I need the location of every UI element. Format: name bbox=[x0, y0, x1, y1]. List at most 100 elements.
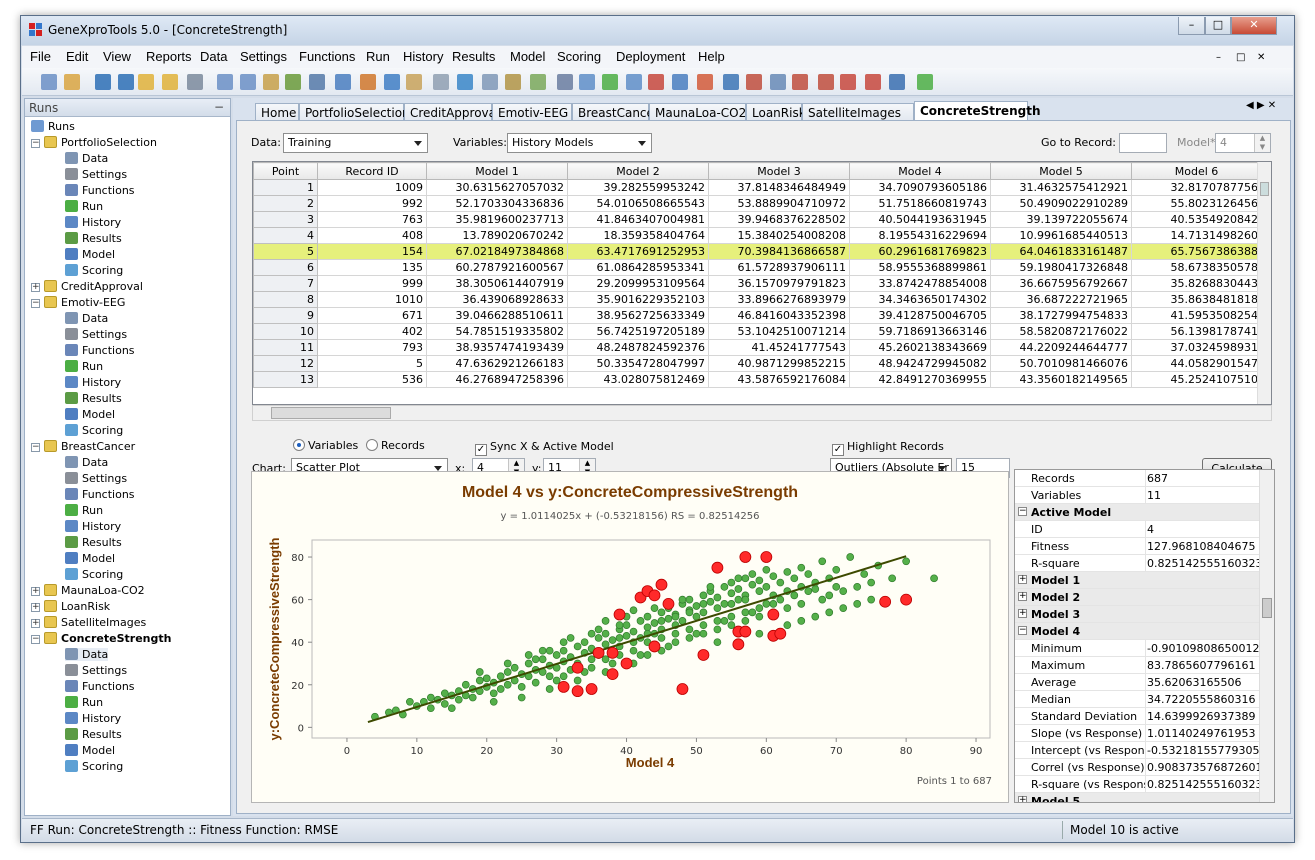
toolbar-button-icon[interactable] bbox=[384, 74, 400, 90]
tree-run-portfolioselection[interactable]: PortfolioSelection bbox=[44, 136, 157, 149]
table-row[interactable]: 4 408 13.789020670242 18.359358404764 15.384… bbox=[253, 227, 1262, 244]
expand-toggle-icon[interactable]: − bbox=[31, 298, 40, 308]
tree-run-maunaloa-co2[interactable]: MaunaLoa-CO2 bbox=[44, 584, 145, 597]
table-row[interactable]: 9 671 39.0466288510611 38.9562725633349 46.8… bbox=[253, 307, 1262, 324]
tree-item-data[interactable]: Data bbox=[65, 456, 108, 469]
toolbar-button-icon[interactable] bbox=[818, 74, 834, 90]
model-stepper[interactable]: 4 ▲ ▼ bbox=[1215, 133, 1271, 153]
table-row[interactable]: 10 402 54.7851519335802 56.7425197205189 53.… bbox=[253, 323, 1262, 340]
tab-nav-icon[interactable]: ◀ ▶ ✕ bbox=[1246, 100, 1277, 111]
property-row[interactable]: Correl (vs Response) 0.908373576872601 bbox=[1015, 759, 1260, 776]
table-row[interactable]: 7 999 38.3050614407919 29.2099953109564 36.1… bbox=[253, 275, 1262, 292]
stepper-arrows-icon[interactable]: ▲▼ bbox=[1254, 134, 1270, 152]
table-row[interactable]: 1 1009 30.6315627057032 39.282559953242 37.8… bbox=[253, 179, 1262, 196]
toolbar-button-icon[interactable] bbox=[41, 74, 57, 90]
tree-item-functions[interactable]: Functions bbox=[65, 680, 135, 693]
tree-item-settings[interactable]: Settings bbox=[65, 664, 127, 677]
menu-run[interactable]: Run bbox=[366, 49, 390, 64]
tree-item-history[interactable]: History bbox=[65, 376, 121, 389]
toolbar-button-icon[interactable] bbox=[285, 74, 301, 90]
menu-results[interactable]: Results bbox=[452, 49, 496, 64]
menu-view[interactable]: View bbox=[103, 49, 131, 64]
tree-item-run[interactable]: Run bbox=[65, 504, 103, 517]
tree-item-settings[interactable]: Settings bbox=[65, 328, 127, 341]
tab-loanrisk[interactable]: LoanRisk bbox=[746, 103, 806, 121]
minimize-button[interactable]: – bbox=[1178, 17, 1205, 35]
property-row[interactable]: Intercept (vs Response)-0.53218155779305… bbox=[1015, 742, 1260, 759]
column-header[interactable]: Model 4 bbox=[849, 162, 991, 180]
property-row[interactable]: Standard Deviation 14.6399926937389 bbox=[1015, 708, 1260, 725]
column-header[interactable]: Model 5 bbox=[990, 162, 1132, 180]
column-header[interactable]: Model 3 bbox=[708, 162, 850, 180]
toolbar-button-icon[interactable] bbox=[746, 74, 762, 90]
properties-scrollbar[interactable] bbox=[1259, 470, 1274, 802]
tree-item-history[interactable]: History bbox=[65, 520, 121, 533]
property-row[interactable]: Records 687 bbox=[1015, 470, 1260, 487]
tree-root[interactable]: Runs bbox=[31, 120, 75, 133]
tree-item-run[interactable]: Run bbox=[65, 360, 103, 373]
variables-select[interactable]: History Models bbox=[507, 133, 652, 153]
toolbar-button-icon[interactable] bbox=[792, 74, 808, 90]
toolbar-button-icon[interactable] bbox=[505, 74, 521, 90]
property-category[interactable]: + Model 2 bbox=[1015, 589, 1260, 606]
tree-item-scoring[interactable]: Scoring bbox=[65, 568, 123, 581]
toolbar-button-icon[interactable] bbox=[433, 74, 449, 90]
property-category[interactable]: + Model 3 bbox=[1015, 606, 1260, 623]
toolbar-button-icon[interactable] bbox=[723, 74, 739, 90]
menu-data[interactable]: Data bbox=[200, 49, 228, 64]
toolbar-button-icon[interactable] bbox=[217, 74, 233, 90]
toolbar-button-icon[interactable] bbox=[579, 74, 595, 90]
property-category[interactable]: − Model 4 bbox=[1015, 623, 1260, 640]
column-header[interactable]: Model 6 bbox=[1131, 162, 1262, 180]
toolbar-button-icon[interactable] bbox=[840, 74, 856, 90]
toolbar-button-icon[interactable] bbox=[95, 74, 111, 90]
menu-functions[interactable]: Functions bbox=[299, 49, 356, 64]
tab-maunaloa-co2[interactable]: MaunaLoa-CO2 bbox=[649, 103, 746, 121]
toolbar-button-icon[interactable] bbox=[240, 74, 256, 90]
menu-deployment[interactable]: Deployment bbox=[616, 49, 686, 64]
goto-record-input[interactable] bbox=[1119, 133, 1167, 153]
tree-run-breastcancer[interactable]: BreastCancer bbox=[44, 440, 135, 453]
tree-item-model[interactable]: Model bbox=[65, 408, 115, 421]
table-row[interactable]: 12 5 47.6362921266183 50.3354728047997 40.98… bbox=[253, 355, 1262, 372]
property-row[interactable]: ID 4 bbox=[1015, 521, 1260, 538]
tree-item-functions[interactable]: Functions bbox=[65, 344, 135, 357]
expand-toggle-icon[interactable]: + bbox=[1018, 795, 1027, 803]
variables-radio[interactable]: Variables bbox=[293, 439, 358, 452]
column-header[interactable]: Model 1 bbox=[426, 162, 568, 180]
toolbar-button-icon[interactable] bbox=[118, 74, 134, 90]
tree-item-model[interactable]: Model bbox=[65, 248, 115, 261]
tab-home[interactable]: Home bbox=[255, 103, 299, 121]
property-category[interactable]: + Model 1 bbox=[1015, 572, 1260, 589]
property-row[interactable]: Minimum -0.90109808650012 bbox=[1015, 640, 1260, 657]
toolbar-button-icon[interactable] bbox=[406, 74, 422, 90]
expand-toggle-icon[interactable]: + bbox=[1018, 591, 1027, 601]
toolbar-button-icon[interactable] bbox=[770, 74, 786, 90]
tab-breastcancer[interactable]: BreastCancer bbox=[572, 103, 659, 121]
tree-item-model[interactable]: Model bbox=[65, 744, 115, 757]
expand-toggle-icon[interactable]: − bbox=[1018, 506, 1027, 516]
tree-run-satelliteimages[interactable]: SatelliteImages bbox=[44, 616, 146, 629]
tree-item-scoring[interactable]: Scoring bbox=[65, 760, 123, 773]
property-row[interactable]: Slope (vs Response) 1.01140249761953 bbox=[1015, 725, 1260, 742]
tree-item-scoring[interactable]: Scoring bbox=[65, 424, 123, 437]
toolbar-button-icon[interactable] bbox=[309, 74, 325, 90]
expand-toggle-icon[interactable]: − bbox=[31, 634, 40, 644]
expand-toggle-icon[interactable]: + bbox=[1018, 574, 1027, 584]
expand-toggle-icon[interactable]: + bbox=[31, 602, 40, 612]
menu-history[interactable]: History bbox=[403, 49, 444, 64]
property-row[interactable]: Average 35.62063165506 bbox=[1015, 674, 1260, 691]
menu-scoring[interactable]: Scoring bbox=[557, 49, 602, 64]
grid-vscrollbar[interactable] bbox=[1257, 162, 1271, 404]
toolbar-button-icon[interactable] bbox=[457, 74, 473, 90]
mdi-restore-button[interactable]: □ bbox=[1236, 52, 1246, 63]
tree-item-run[interactable]: Run bbox=[65, 200, 103, 213]
expand-toggle-icon[interactable]: − bbox=[31, 138, 40, 148]
menu-file[interactable]: File bbox=[30, 49, 51, 64]
tree-item-results[interactable]: Results bbox=[65, 392, 122, 405]
tree-item-data[interactable]: Data bbox=[65, 312, 108, 325]
highlight-checkbox[interactable]: ✓ Highlight Records bbox=[832, 440, 944, 456]
toolbar-button-icon[interactable] bbox=[64, 74, 80, 90]
toolbar-button-icon[interactable] bbox=[889, 74, 905, 90]
column-header[interactable]: Model 2 bbox=[567, 162, 709, 180]
